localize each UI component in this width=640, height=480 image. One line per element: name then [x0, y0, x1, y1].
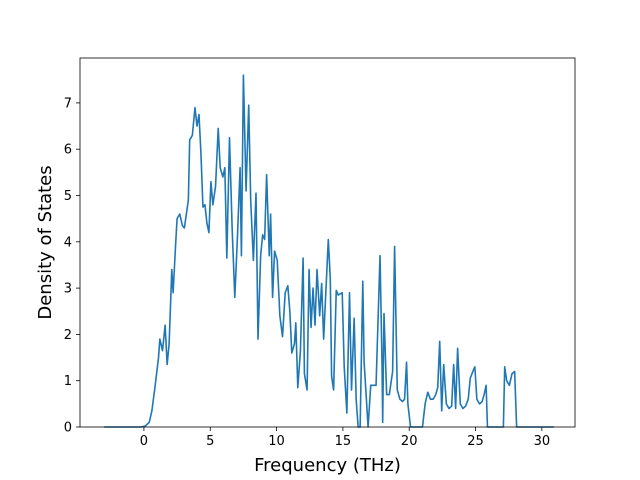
x-tick-label: 25 — [467, 434, 484, 449]
x-tick-label: 30 — [534, 434, 551, 449]
y-tick-label: 5 — [64, 189, 72, 204]
x-tick-label: 5 — [206, 434, 214, 449]
plot-frame — [79, 57, 576, 428]
y-tick-label: 3 — [64, 282, 72, 297]
y-tick-label: 1 — [64, 374, 72, 389]
y-tick-label: 2 — [64, 328, 72, 343]
y-tick-label: 7 — [64, 96, 72, 111]
x-tick-label: 0 — [140, 434, 148, 449]
x-axis-label: Frequency (THz) — [254, 455, 401, 476]
x-tick-label: 20 — [401, 434, 418, 449]
x-tick-label: 15 — [335, 434, 352, 449]
x-tick-label: 10 — [268, 434, 285, 449]
y-tick-label: 6 — [64, 143, 72, 158]
y-tick-label: 0 — [64, 421, 72, 436]
y-axis-label: Density of States — [35, 165, 56, 319]
data-line — [104, 74, 554, 428]
y-tick-label: 4 — [64, 235, 72, 250]
